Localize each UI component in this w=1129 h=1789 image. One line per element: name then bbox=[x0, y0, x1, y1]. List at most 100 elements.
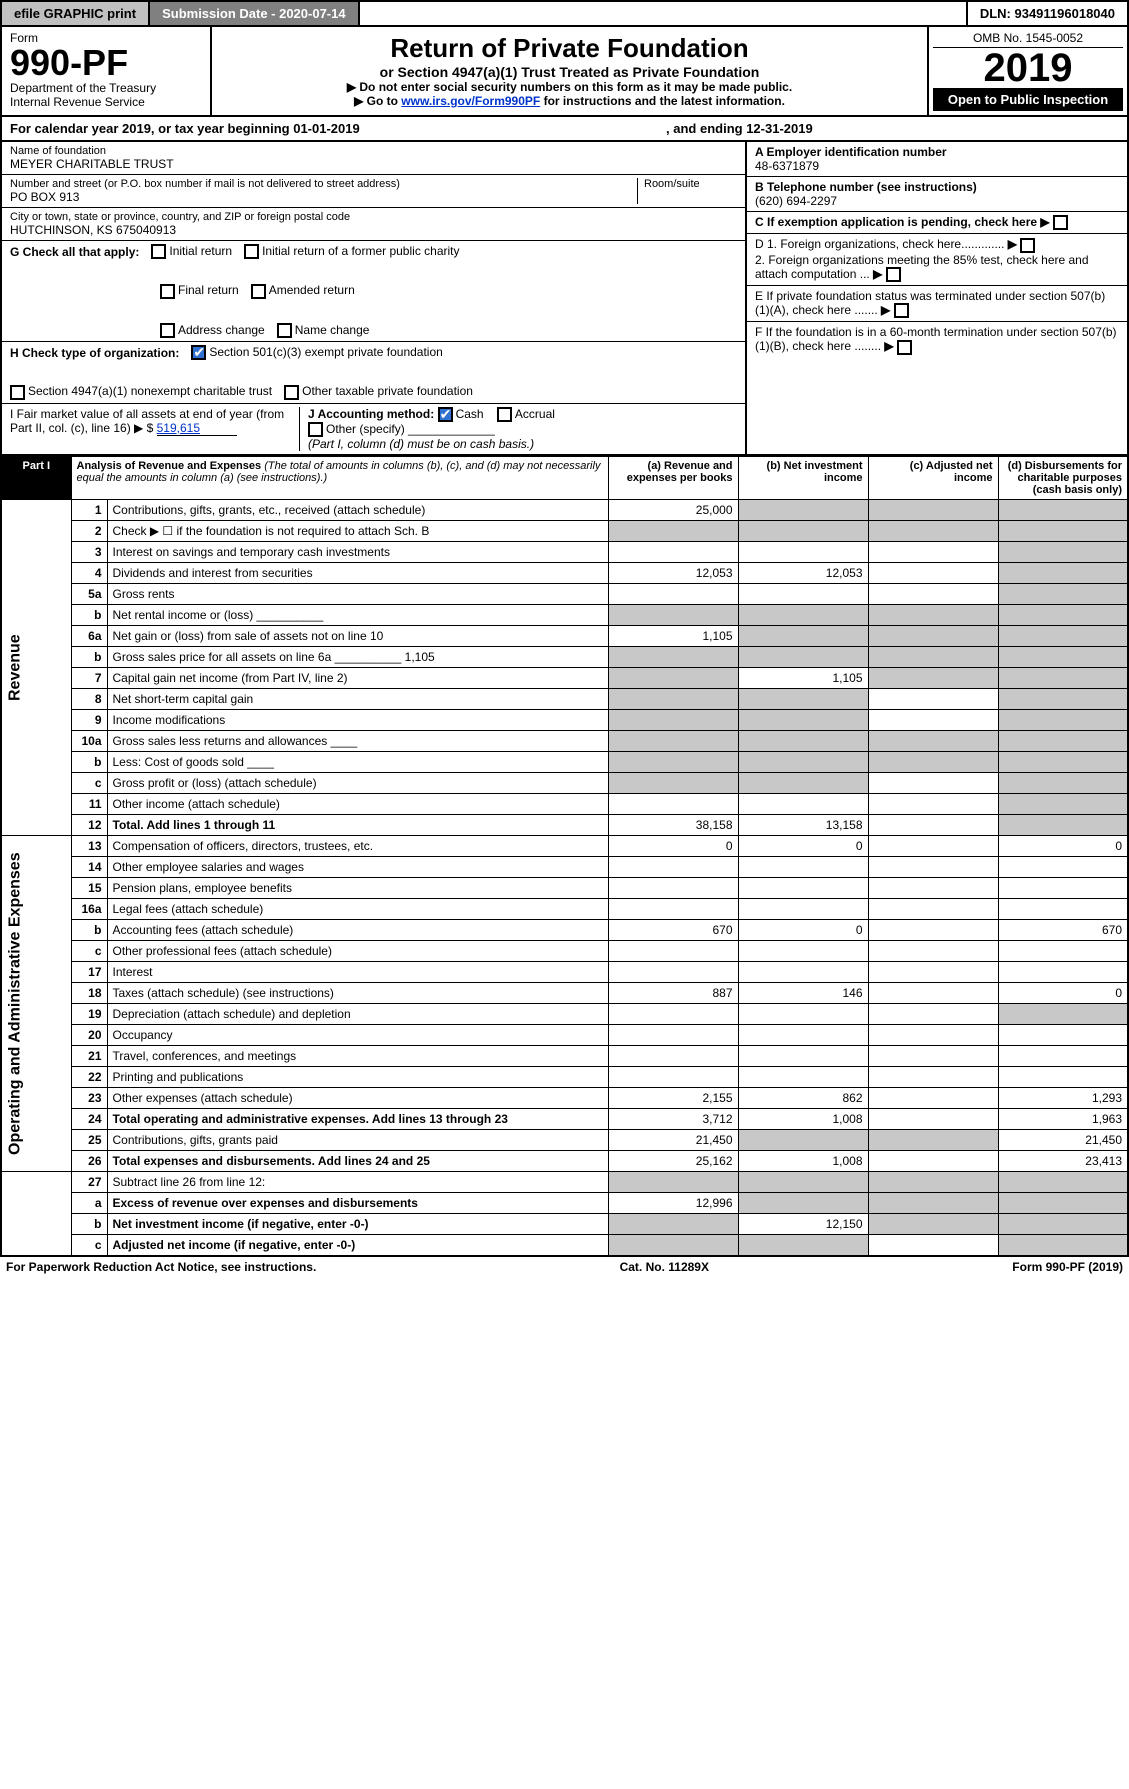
line-number: 15 bbox=[71, 878, 107, 899]
amount-cell bbox=[868, 584, 998, 605]
table-row: cOther professional fees (attach schedul… bbox=[1, 941, 1128, 962]
line-number: 26 bbox=[71, 1151, 107, 1172]
footer-left: For Paperwork Reduction Act Notice, see … bbox=[6, 1260, 316, 1274]
initial-former-checkbox[interactable] bbox=[244, 244, 259, 259]
f-row: F If the foundation is in a 60-month ter… bbox=[747, 322, 1127, 357]
h-label: H Check type of organization: bbox=[10, 346, 179, 360]
amount-cell: 0 bbox=[608, 836, 738, 857]
amount-cell bbox=[868, 1193, 998, 1214]
amount-cell bbox=[868, 899, 998, 920]
line-number: b bbox=[71, 647, 107, 668]
amount-cell bbox=[998, 710, 1128, 731]
amount-cell bbox=[998, 878, 1128, 899]
foundation-name: MEYER CHARITABLE TRUST bbox=[10, 157, 737, 171]
initial-return-checkbox[interactable] bbox=[151, 244, 166, 259]
line-description: Contributions, gifts, grants, etc., rece… bbox=[107, 500, 608, 521]
d2-checkbox[interactable] bbox=[886, 267, 901, 282]
instructions-link[interactable]: www.irs.gov/Form990PF bbox=[401, 94, 540, 108]
other-taxable-checkbox[interactable] bbox=[284, 385, 299, 400]
amount-cell bbox=[868, 1130, 998, 1151]
amount-cell bbox=[868, 1235, 998, 1257]
i-label: I Fair market value of all assets at end… bbox=[10, 407, 284, 435]
table-row: 2Check ▶ ☐ if the foundation is not requ… bbox=[1, 521, 1128, 542]
table-row: aExcess of revenue over expenses and dis… bbox=[1, 1193, 1128, 1214]
amount-cell bbox=[738, 962, 868, 983]
tel-value: (620) 694-2297 bbox=[755, 194, 837, 208]
cal-end: , and ending 12-31-2019 bbox=[666, 121, 813, 136]
amount-cell: 25,162 bbox=[608, 1151, 738, 1172]
e-label: E If private foundation status was termi… bbox=[755, 289, 1105, 317]
form-number: 990-PF bbox=[10, 45, 202, 81]
line-description: Gross sales price for all assets on line… bbox=[107, 647, 608, 668]
amount-cell bbox=[868, 731, 998, 752]
other-method-checkbox[interactable] bbox=[308, 422, 323, 437]
amended-return-checkbox[interactable] bbox=[251, 284, 266, 299]
line-description: Gross rents bbox=[107, 584, 608, 605]
e-checkbox[interactable] bbox=[894, 303, 909, 318]
amount-cell bbox=[998, 626, 1128, 647]
amount-cell bbox=[738, 647, 868, 668]
i-value: 519,615 bbox=[157, 421, 237, 436]
amount-cell bbox=[738, 941, 868, 962]
line-number: a bbox=[71, 1193, 107, 1214]
line-description: Contributions, gifts, grants paid bbox=[107, 1130, 608, 1151]
table-row: 7Capital gain net income (from Part IV, … bbox=[1, 668, 1128, 689]
table-row: bNet investment income (if negative, ent… bbox=[1, 1214, 1128, 1235]
accrual-checkbox[interactable] bbox=[497, 407, 512, 422]
amount-cell bbox=[608, 521, 738, 542]
amount-cell: 1,105 bbox=[738, 668, 868, 689]
amount-cell bbox=[998, 1025, 1128, 1046]
amount-cell bbox=[868, 563, 998, 584]
f-checkbox[interactable] bbox=[897, 340, 912, 355]
efile-print-button[interactable]: efile GRAPHIC print bbox=[2, 2, 150, 25]
amount-cell bbox=[868, 605, 998, 626]
table-row: 23Other expenses (attach schedule)2,1558… bbox=[1, 1088, 1128, 1109]
note2-post: for instructions and the latest informat… bbox=[540, 94, 785, 108]
amount-cell bbox=[738, 689, 868, 710]
c-label: C If exemption application is pending, c… bbox=[755, 215, 1037, 229]
501c3-checkbox[interactable] bbox=[191, 345, 206, 360]
line-number: 8 bbox=[71, 689, 107, 710]
tel-label: B Telephone number (see instructions) bbox=[755, 180, 977, 194]
room-label: Room/suite bbox=[644, 178, 737, 190]
amount-cell bbox=[998, 1235, 1128, 1257]
table-row: 21Travel, conferences, and meetings bbox=[1, 1046, 1128, 1067]
amount-cell: 0 bbox=[738, 920, 868, 941]
amount-cell bbox=[868, 836, 998, 857]
amount-cell bbox=[998, 1067, 1128, 1088]
amount-cell bbox=[998, 521, 1128, 542]
amount-cell bbox=[998, 584, 1128, 605]
amount-cell bbox=[998, 1193, 1128, 1214]
amount-cell bbox=[868, 1172, 998, 1193]
line-description: Pension plans, employee benefits bbox=[107, 878, 608, 899]
cash-checkbox[interactable] bbox=[438, 407, 453, 422]
amount-cell bbox=[868, 1025, 998, 1046]
col-d-header: (d) Disbursements for charitable purpose… bbox=[998, 457, 1128, 500]
amount-cell: 21,450 bbox=[998, 1130, 1128, 1151]
amount-cell bbox=[738, 794, 868, 815]
part1-title-cell: Analysis of Revenue and Expenses (The to… bbox=[71, 457, 608, 500]
amount-cell bbox=[868, 857, 998, 878]
amount-cell bbox=[738, 710, 868, 731]
table-row: bNet rental income or (loss) __________ bbox=[1, 605, 1128, 626]
line-description: Occupancy bbox=[107, 1025, 608, 1046]
amount-cell bbox=[998, 941, 1128, 962]
line-description: Printing and publications bbox=[107, 1067, 608, 1088]
amount-cell bbox=[998, 605, 1128, 626]
line-description: Net short-term capital gain bbox=[107, 689, 608, 710]
c-checkbox[interactable] bbox=[1053, 215, 1068, 230]
line-number: c bbox=[71, 1235, 107, 1257]
address-change-checkbox[interactable] bbox=[160, 323, 175, 338]
final-return-checkbox[interactable] bbox=[160, 284, 175, 299]
amount-cell bbox=[868, 689, 998, 710]
table-row: Revenue1Contributions, gifts, grants, et… bbox=[1, 500, 1128, 521]
d1-checkbox[interactable] bbox=[1020, 238, 1035, 253]
table-row: 3Interest on savings and temporary cash … bbox=[1, 542, 1128, 563]
note2-pre: ▶ Go to bbox=[354, 94, 401, 108]
cash-label: Cash bbox=[456, 407, 484, 421]
amount-cell bbox=[738, 1025, 868, 1046]
address-row: Number and street (or P.O. box number if… bbox=[2, 175, 745, 208]
amount-cell: 862 bbox=[738, 1088, 868, 1109]
4947-checkbox[interactable] bbox=[10, 385, 25, 400]
name-change-checkbox[interactable] bbox=[277, 323, 292, 338]
